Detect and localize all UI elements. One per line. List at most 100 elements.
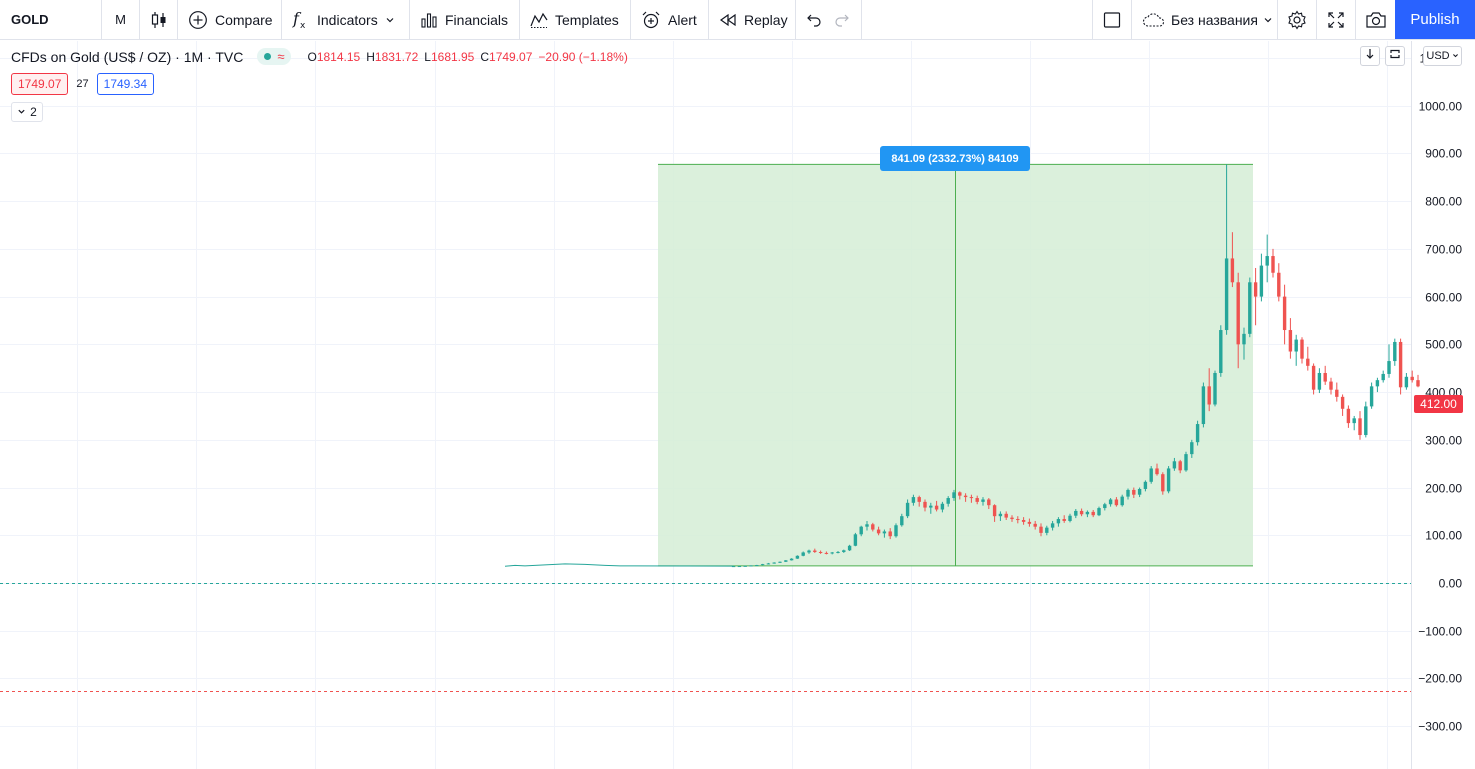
publish-button[interactable]: Publish (1395, 0, 1475, 39)
candle (801, 551, 805, 557)
select-layout-button[interactable] (1092, 0, 1132, 39)
symbol-title[interactable]: CFDs on Gold (US$ / OZ) · 1M · TVC (11, 48, 244, 65)
candle (1393, 338, 1397, 366)
candle (1045, 525, 1049, 536)
settings-button[interactable] (1278, 0, 1317, 39)
candle (1358, 411, 1362, 440)
layout-menu-button[interactable]: Без названия (1132, 0, 1278, 39)
cloud-icon (1142, 12, 1166, 28)
candle (865, 520, 869, 531)
candle (1387, 344, 1391, 378)
chevron-down-icon (385, 15, 395, 25)
candle (946, 496, 950, 507)
market-status-pill[interactable]: ≈ (257, 48, 292, 65)
candle (1027, 518, 1032, 527)
reset-chart-button[interactable] (1385, 46, 1405, 66)
candle (1213, 370, 1217, 407)
candle (1346, 405, 1351, 428)
templates-label: Templates (555, 11, 619, 28)
price-tick-label: 300.00 (1425, 434, 1462, 448)
candle (737, 566, 742, 568)
candle (882, 529, 887, 538)
arrow-down-icon (1365, 47, 1375, 65)
trade-prices: 1749.07 27 1749.34 (11, 73, 155, 95)
candle (755, 564, 759, 567)
candle (1143, 480, 1148, 492)
candle (795, 555, 800, 559)
candle (894, 523, 898, 538)
candle (772, 562, 776, 564)
price-tick-label: −100.00 (1418, 625, 1462, 639)
candle (1242, 327, 1246, 360)
candle (847, 544, 852, 552)
candle (1306, 346, 1310, 371)
candle (836, 551, 840, 554)
financials-button[interactable]: Financials (410, 0, 520, 39)
svg-text:f: f (292, 10, 302, 28)
candles-icon (150, 11, 168, 29)
chart-canvas[interactable]: 1100.001000.00900.00800.00700.00600.0050… (0, 41, 1475, 769)
candle (1277, 263, 1281, 302)
candle (813, 548, 817, 553)
gear-icon (1287, 9, 1307, 30)
sell-price-button[interactable]: 1749.07 (11, 73, 69, 95)
scroll-to-bottom-button[interactable] (1360, 46, 1380, 66)
restore-icon (1389, 47, 1401, 65)
undo-redo-group (796, 0, 862, 39)
fullscreen-icon (1327, 11, 1345, 29)
replay-button[interactable]: Replay (709, 0, 796, 39)
candle (842, 549, 846, 553)
chart-pane[interactable]: 1100.001000.00900.00800.00700.00600.0050… (0, 41, 1475, 769)
templates-icon (530, 11, 548, 29)
price-tick-label: 100.00 (1425, 529, 1462, 543)
collapse-indicators-button[interactable]: 2 (11, 102, 43, 122)
price-tick-label: 800.00 (1425, 195, 1462, 209)
snapshot-button[interactable] (1356, 0, 1395, 39)
alert-button[interactable]: Alert (631, 0, 709, 39)
candle (1195, 420, 1200, 446)
undo-icon[interactable] (806, 12, 822, 28)
last-price-label: 412.00 (1414, 395, 1463, 413)
price-tick-label: −300.00 (1418, 720, 1462, 734)
price-tick-label: 1000.00 (1419, 100, 1463, 114)
candle (1010, 515, 1014, 522)
price-axis-ticks: 1100.001000.00900.00800.00700.00600.0050… (1418, 52, 1462, 734)
interval-button[interactable]: M (102, 0, 140, 39)
symbol-search-button[interactable]: GOLD (0, 0, 102, 39)
candle (963, 493, 968, 502)
interval-label: M (115, 12, 126, 27)
square-icon (1103, 11, 1121, 29)
candle (1300, 337, 1304, 364)
publish-label: Publish (1410, 11, 1460, 28)
redo-icon[interactable] (834, 12, 850, 28)
data-delay-icon: ≈ (277, 49, 285, 64)
currency-selector[interactable]: USD (1423, 46, 1462, 66)
financials-label: Financials (445, 11, 509, 28)
compare-button[interactable]: Compare (178, 0, 282, 39)
candle (929, 502, 933, 514)
candle (871, 522, 875, 532)
fullscreen-button[interactable] (1317, 0, 1356, 39)
early-price-line (504, 563, 734, 567)
candle (1137, 487, 1142, 498)
candle (1404, 372, 1409, 390)
candle (1050, 520, 1055, 531)
candle (1097, 506, 1101, 517)
templates-button[interactable]: Templates (520, 0, 631, 39)
price-tick-label: 0.00 (1439, 577, 1463, 591)
candle (1340, 394, 1345, 416)
measure-label: 841.09 (2332.73%) 84109 (880, 146, 1030, 171)
candle (1201, 382, 1206, 428)
price-tick-label: 900.00 (1425, 147, 1462, 161)
candle (981, 497, 985, 506)
candle (1265, 234, 1269, 283)
chart-type-button[interactable] (140, 0, 178, 39)
candle (1120, 494, 1124, 507)
candle (1410, 370, 1414, 383)
buy-price-button[interactable]: 1749.34 (96, 73, 155, 95)
chevron-down-icon (1263, 15, 1273, 25)
candle (1149, 466, 1153, 484)
candle (1190, 439, 1194, 458)
